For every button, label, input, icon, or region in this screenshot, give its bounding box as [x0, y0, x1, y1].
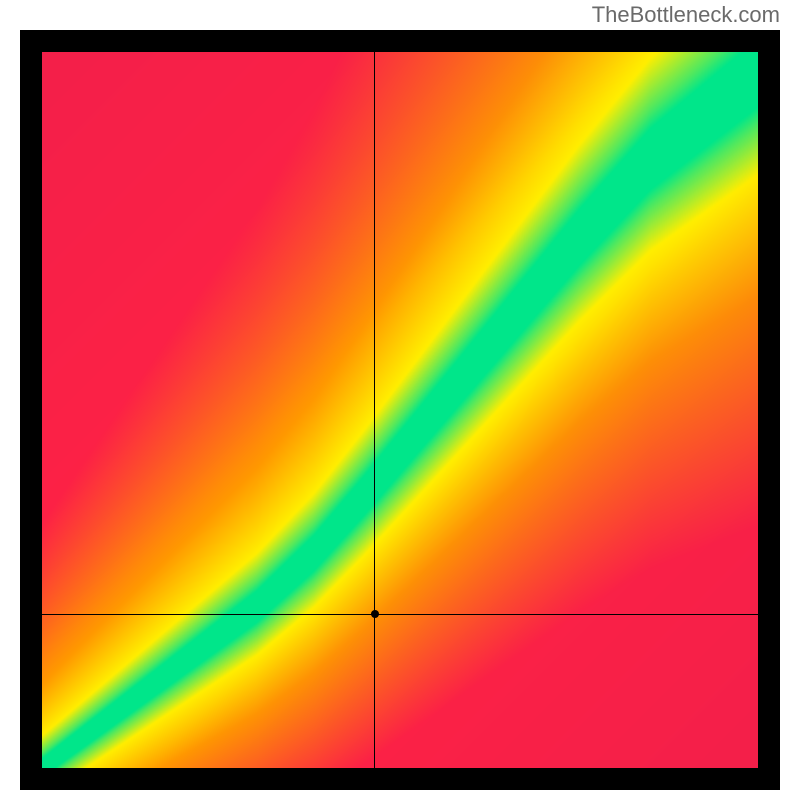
plot-area — [42, 52, 758, 768]
crosshair-horizontal — [42, 614, 758, 615]
crosshair-vertical — [374, 52, 375, 768]
heatmap-canvas — [42, 52, 758, 768]
watermark-text: TheBottleneck.com — [592, 2, 780, 28]
chart-container: TheBottleneck.com — [0, 0, 800, 800]
crosshair-point — [371, 610, 379, 618]
